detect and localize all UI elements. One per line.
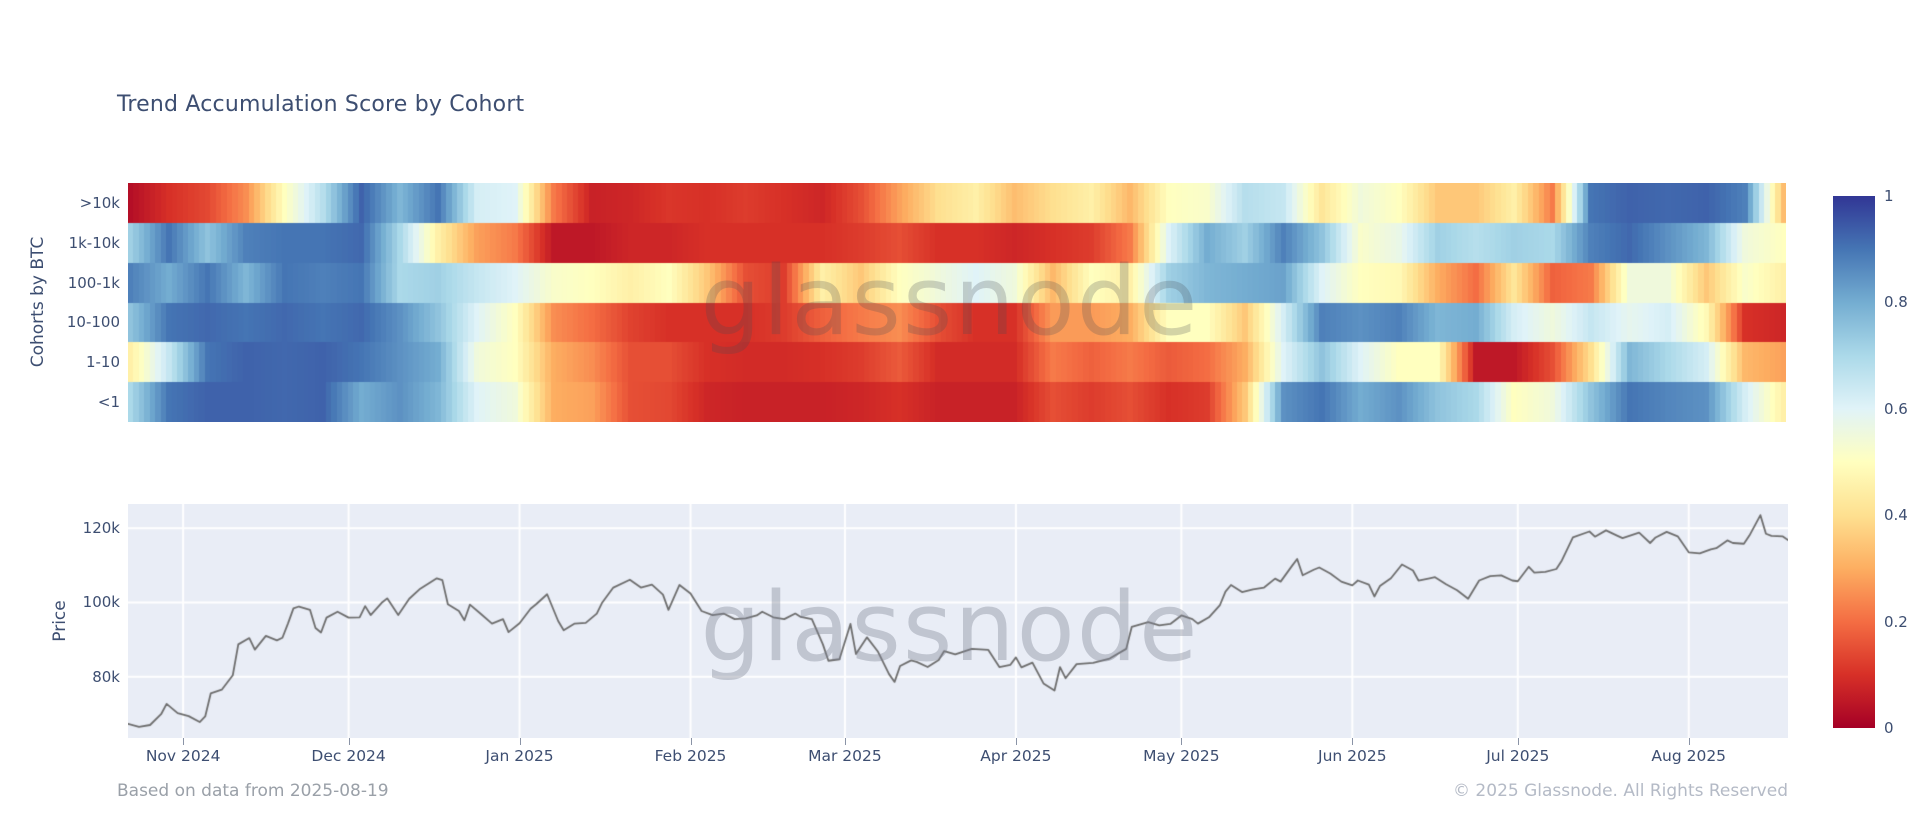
heatmap-row-label: >10k <box>79 193 120 212</box>
heatmap-plot[interactable] <box>128 183 1786 422</box>
footer-copyright: © 2025 Glassnode. All Rights Reserved <box>1453 781 1788 801</box>
price-tick-label: 100k <box>82 593 120 612</box>
x-axis-tick-label: Feb 2025 <box>654 747 727 765</box>
x-axis-tick-label: Nov 2024 <box>145 747 221 765</box>
price-tick-label: 120k <box>82 519 120 538</box>
price-tick-labels: 120k 100k 80k <box>0 0 120 817</box>
x-axis-tick-label: Mar 2025 <box>808 747 882 765</box>
heatmap-row-label: 1k-10k <box>68 233 120 252</box>
colorbar-tick-label: 0.4 <box>1884 506 1908 525</box>
heatmap-row-label: 1-10 <box>85 353 120 372</box>
x-axis-tick-label: May 2025 <box>1143 747 1220 765</box>
x-axis-tick-mark <box>183 738 185 745</box>
x-axis-tick-label: Jan 2025 <box>485 747 554 765</box>
colorbar-gradient <box>1833 196 1875 728</box>
page-title: Trend Accumulation Score by Cohort <box>117 92 525 117</box>
heatmap-row-labels: >10k 1k-10k 100-1k 10-100 1-10 <1 <box>0 0 120 817</box>
x-axis-tick-label: Aug 2025 <box>1651 747 1727 765</box>
x-axis-tick-mark <box>1015 738 1017 745</box>
x-axis-tick-label: Jul 2025 <box>1486 747 1550 765</box>
colorbar-tick-label: 0.2 <box>1884 612 1908 631</box>
price-tick-label: 80k <box>92 667 120 686</box>
price-plot[interactable] <box>128 504 1788 738</box>
x-axis-tick-label: Apr 2025 <box>980 747 1052 765</box>
heatmap-row-label: 10-100 <box>66 313 120 332</box>
heatmap-row-label: 100-1k <box>67 273 120 292</box>
x-axis-tick-label: Jun 2025 <box>1318 747 1387 765</box>
x-axis-tick-mark <box>519 738 521 745</box>
footer-data-source: Based on data from 2025-08-19 <box>117 781 389 801</box>
x-axis-tick-mark <box>1688 738 1690 745</box>
x-axis-tick-mark <box>844 738 846 745</box>
colorbar-tick-label: 0.6 <box>1884 399 1908 418</box>
x-axis-tick-mark <box>1352 738 1354 745</box>
colorbar-tick-label: 0.8 <box>1884 293 1908 312</box>
x-axis-tick-mark <box>1181 738 1183 745</box>
x-axis-tick-mark <box>690 738 692 745</box>
x-axis-tick-mark <box>348 738 350 745</box>
colorbar-tick-label: 1 <box>1884 187 1894 205</box>
x-axis-tick-label: Dec 2024 <box>311 747 386 765</box>
colorbar-tick-label: 0 <box>1884 719 1894 737</box>
heatmap-row-label: <1 <box>97 393 120 412</box>
x-axis-tick-mark <box>1517 738 1519 745</box>
